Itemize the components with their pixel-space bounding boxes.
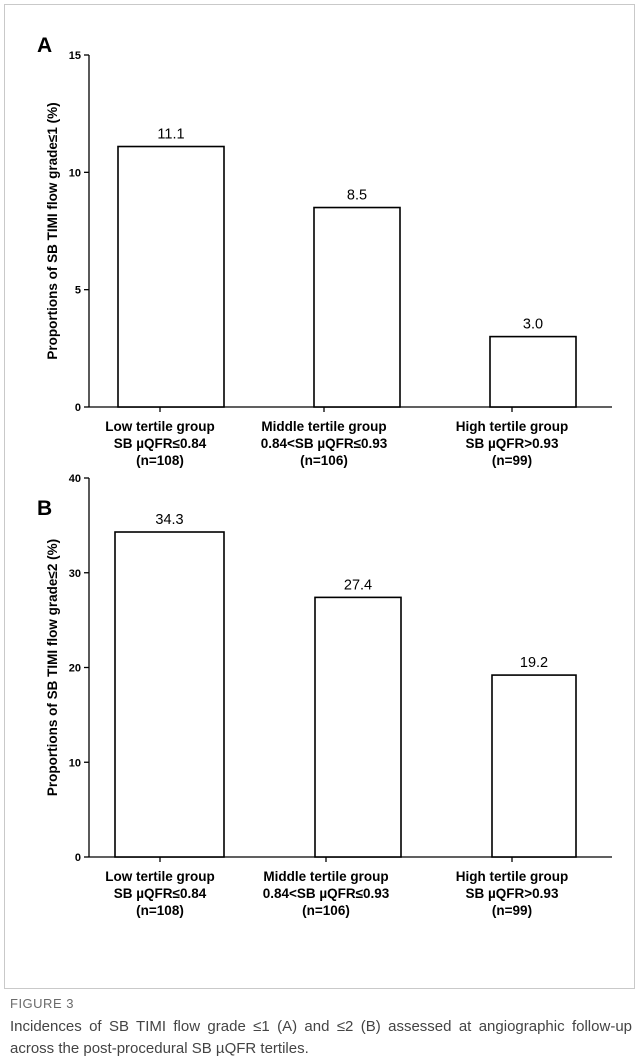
x-tick-label: Low tertile group <box>105 419 215 434</box>
bar <box>314 596 402 858</box>
x-tick-label: (n=99) <box>492 903 532 918</box>
caption-label: FIGURE 3 <box>10 996 74 1011</box>
x-tick-label: High tertile group <box>456 869 569 884</box>
chart-area: A Proportions of SB TIMI flow grade≤1 (%)… <box>37 34 612 918</box>
figure-frame <box>4 4 635 989</box>
y-axis-label: Proportions of SB TIMI flow grade≤1 (%) <box>45 102 60 359</box>
data-label: 8.5 <box>347 188 367 204</box>
bar <box>313 206 401 408</box>
y-tick-label: 30 <box>69 568 81 580</box>
bar <box>114 531 225 858</box>
x-tick-label: Middle tertile group <box>261 419 386 434</box>
y-tick-label: 40 <box>69 473 81 485</box>
y-tick-label: 0 <box>75 852 81 864</box>
x-tick-label: SB µQFR≤0.84 <box>114 886 207 901</box>
x-tick-label: (n=106) <box>302 903 350 918</box>
y-tick-label: 10 <box>69 167 81 179</box>
bar <box>491 674 577 858</box>
y-tick-label: 5 <box>75 285 81 297</box>
y-axis-label: Proportions of SB TIMI flow grade≤2 (%) <box>45 539 60 796</box>
data-label: 11.1 <box>157 127 184 143</box>
data-label: 34.3 <box>155 512 183 528</box>
panel-letter: B <box>37 497 52 520</box>
chart-panel-b: B Proportions of SB TIMI flow grade≤2 (%)… <box>37 473 612 918</box>
x-tick-label: SB µQFR>0.93 <box>466 886 559 901</box>
x-tick-label: 0.84<SB µQFR≤0.93 <box>263 886 390 901</box>
x-tick-label: (n=106) <box>300 453 348 468</box>
x-tick-label: SB µQFR>0.93 <box>466 436 559 451</box>
x-tick-label: Middle tertile group <box>263 869 388 884</box>
x-tick-label: 0.84<SB µQFR≤0.93 <box>261 436 388 451</box>
x-tick-label: High tertile group <box>456 419 569 434</box>
data-label: 19.2 <box>520 655 548 671</box>
y-tick-label: 0 <box>75 402 81 414</box>
y-tick-label: 10 <box>69 757 81 769</box>
x-tick-label: (n=108) <box>136 453 184 468</box>
chart-panel-a: A Proportions of SB TIMI flow grade≤1 (%)… <box>37 34 612 468</box>
data-label: 3.0 <box>523 317 543 333</box>
x-tick-label: (n=108) <box>136 903 184 918</box>
bar <box>489 335 577 408</box>
bar <box>117 145 225 408</box>
x-tick-label: (n=99) <box>492 453 532 468</box>
data-label: 27.4 <box>344 577 372 593</box>
panel-letter: A <box>37 34 52 57</box>
y-tick-label: 20 <box>69 663 81 675</box>
y-tick-label: 15 <box>69 50 81 62</box>
caption-text: Incidences of SB TIMI flow grade ≤1 (A) … <box>10 1018 632 1057</box>
x-tick-label: SB µQFR≤0.84 <box>114 436 207 451</box>
x-tick-label: Low tertile group <box>105 869 215 884</box>
